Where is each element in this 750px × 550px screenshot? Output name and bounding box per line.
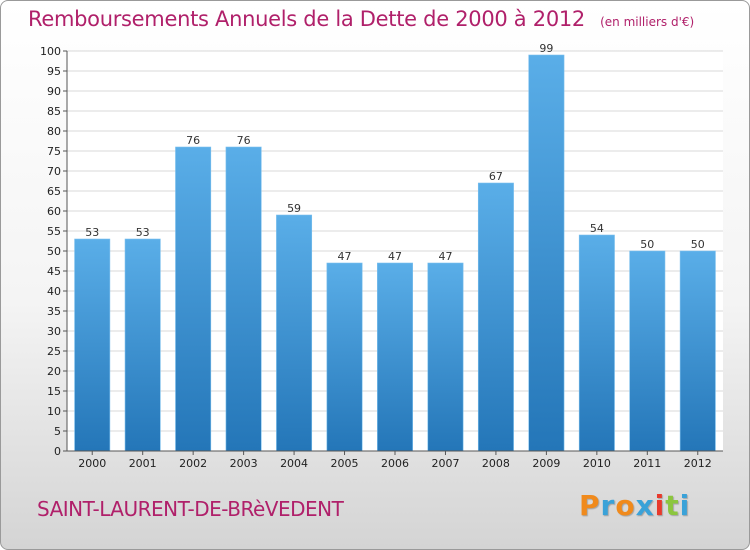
y-tick-label: 15: [47, 385, 61, 398]
bar-value-label: 76: [186, 134, 200, 147]
logo-letter: P: [579, 489, 601, 522]
y-tick-label: 95: [47, 65, 61, 78]
x-tick-label: 2011: [633, 457, 661, 470]
logo-letter: o: [615, 489, 636, 522]
y-tick-label: 60: [47, 205, 61, 218]
y-tick-label: 5: [54, 425, 61, 438]
bar-2003: [225, 146, 262, 452]
x-tick-label: 2009: [532, 457, 560, 470]
x-tick-label: 2012: [684, 457, 712, 470]
x-tick-label: 2002: [179, 457, 207, 470]
y-tick-label: 50: [47, 245, 61, 258]
bar-2004: [276, 214, 313, 452]
axes: 0 5 10 15 20 25 30 35 40 45 50 55 60 65 70 75 80 85 90 95 10…: [40, 45, 723, 470]
y-tick-label: 40: [47, 285, 61, 298]
bar-2000: [74, 238, 111, 452]
bar-value-label: 50: [691, 238, 705, 251]
x-tick-label: 2007: [431, 457, 459, 470]
bar-value-label: 47: [338, 250, 352, 263]
bar-value-label: 67: [489, 170, 503, 183]
bar-2009: [528, 54, 565, 452]
x-tick-label: 2004: [280, 457, 308, 470]
bar-value-label: 76: [237, 134, 251, 147]
title-row: Remboursements Annuels de la Dette de 20…: [28, 7, 694, 31]
logo-letter: i: [654, 489, 666, 522]
y-tick-label: 85: [47, 105, 61, 118]
y-tick-label: 70: [47, 165, 61, 178]
chart-title: Remboursements Annuels de la Dette de 20…: [28, 7, 585, 31]
y-tick-label: 20: [47, 365, 61, 378]
y-tick-label: 25: [47, 345, 61, 358]
bar-2007: [427, 262, 464, 452]
logo-letter: r: [600, 489, 616, 522]
x-tick-label: 2006: [381, 457, 409, 470]
logo-letter: t: [665, 489, 680, 522]
y-tick-label: 80: [47, 125, 61, 138]
y-tick-label: 0: [54, 445, 61, 458]
x-tick-label: 2000: [78, 457, 106, 470]
bar-2005: [326, 262, 363, 452]
bar-value-label: 53: [136, 226, 150, 239]
logo-letter: i: [679, 489, 691, 522]
y-tick-label: 65: [47, 185, 61, 198]
logo-letter: x: [635, 489, 655, 522]
bar-value-label: 54: [590, 222, 604, 235]
x-tick-label: 2005: [331, 457, 359, 470]
bar-value-label: 50: [640, 238, 654, 251]
city-name: SAINT-LAURENT-DE-BRèVEDENT: [37, 497, 344, 521]
bar-value-label: 53: [85, 226, 99, 239]
bar-2006: [377, 262, 413, 452]
x-tick-label: 2001: [129, 457, 157, 470]
bar-2001: [124, 238, 161, 452]
bar-value-label: 47: [438, 250, 452, 263]
chart-unit: (en milliers d'€): [600, 15, 695, 29]
bar-2011: [629, 250, 666, 452]
x-tick-label: 2010: [583, 457, 611, 470]
y-tick-label: 55: [47, 225, 61, 238]
bars: 53 53 76 76 59 47 47 47 67 99 54 50 50: [74, 42, 716, 452]
x-tick-label: 2003: [230, 457, 258, 470]
y-tick-label: 10: [47, 405, 61, 418]
y-tick-label: 100: [40, 45, 61, 58]
bar-2002: [175, 146, 212, 452]
bar-2008: [477, 182, 514, 452]
y-tick-label: 35: [47, 305, 61, 318]
y-tick-label: 75: [47, 145, 61, 158]
proxiti-logo: Proxiti: [579, 489, 690, 522]
bar-2012: [679, 250, 716, 452]
bar-value-label: 59: [287, 202, 301, 215]
bar-2010: [578, 234, 615, 452]
bar-value-label: 99: [539, 42, 553, 55]
y-tick-label: 30: [47, 325, 61, 338]
y-tick-label: 90: [47, 85, 61, 98]
x-tick-label: 2008: [482, 457, 510, 470]
bar-value-label: 47: [388, 250, 402, 263]
y-tick-label: 45: [47, 265, 61, 278]
